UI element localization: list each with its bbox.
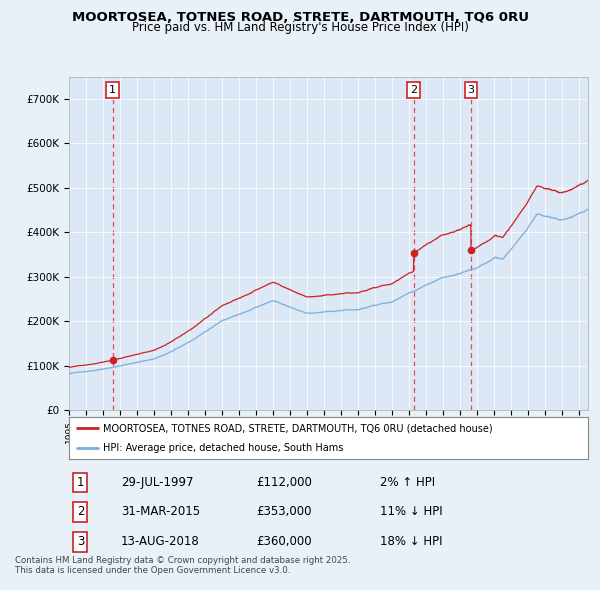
Text: 2% ↑ HPI: 2% ↑ HPI	[380, 476, 436, 489]
Text: £112,000: £112,000	[256, 476, 312, 489]
Text: 13-AUG-2018: 13-AUG-2018	[121, 535, 200, 549]
Text: Price paid vs. HM Land Registry's House Price Index (HPI): Price paid vs. HM Land Registry's House …	[131, 21, 469, 34]
Text: 18% ↓ HPI: 18% ↓ HPI	[380, 535, 443, 549]
Text: 3: 3	[77, 535, 84, 549]
Text: £353,000: £353,000	[256, 505, 311, 519]
Text: 1: 1	[77, 476, 84, 489]
Text: Contains HM Land Registry data © Crown copyright and database right 2025.
This d: Contains HM Land Registry data © Crown c…	[15, 556, 350, 575]
Text: 1: 1	[109, 85, 116, 95]
Text: 29-JUL-1997: 29-JUL-1997	[121, 476, 193, 489]
Text: 3: 3	[467, 85, 475, 95]
Text: MOORTOSEA, TOTNES ROAD, STRETE, DARTMOUTH, TQ6 0RU: MOORTOSEA, TOTNES ROAD, STRETE, DARTMOUT…	[71, 11, 529, 24]
Text: 11% ↓ HPI: 11% ↓ HPI	[380, 505, 443, 519]
Text: 2: 2	[77, 505, 84, 519]
Text: HPI: Average price, detached house, South Hams: HPI: Average price, detached house, Sout…	[103, 444, 343, 453]
Text: 31-MAR-2015: 31-MAR-2015	[121, 505, 200, 519]
Text: 2: 2	[410, 85, 417, 95]
Text: £360,000: £360,000	[256, 535, 311, 549]
Text: MOORTOSEA, TOTNES ROAD, STRETE, DARTMOUTH, TQ6 0RU (detached house): MOORTOSEA, TOTNES ROAD, STRETE, DARTMOUT…	[103, 424, 493, 434]
